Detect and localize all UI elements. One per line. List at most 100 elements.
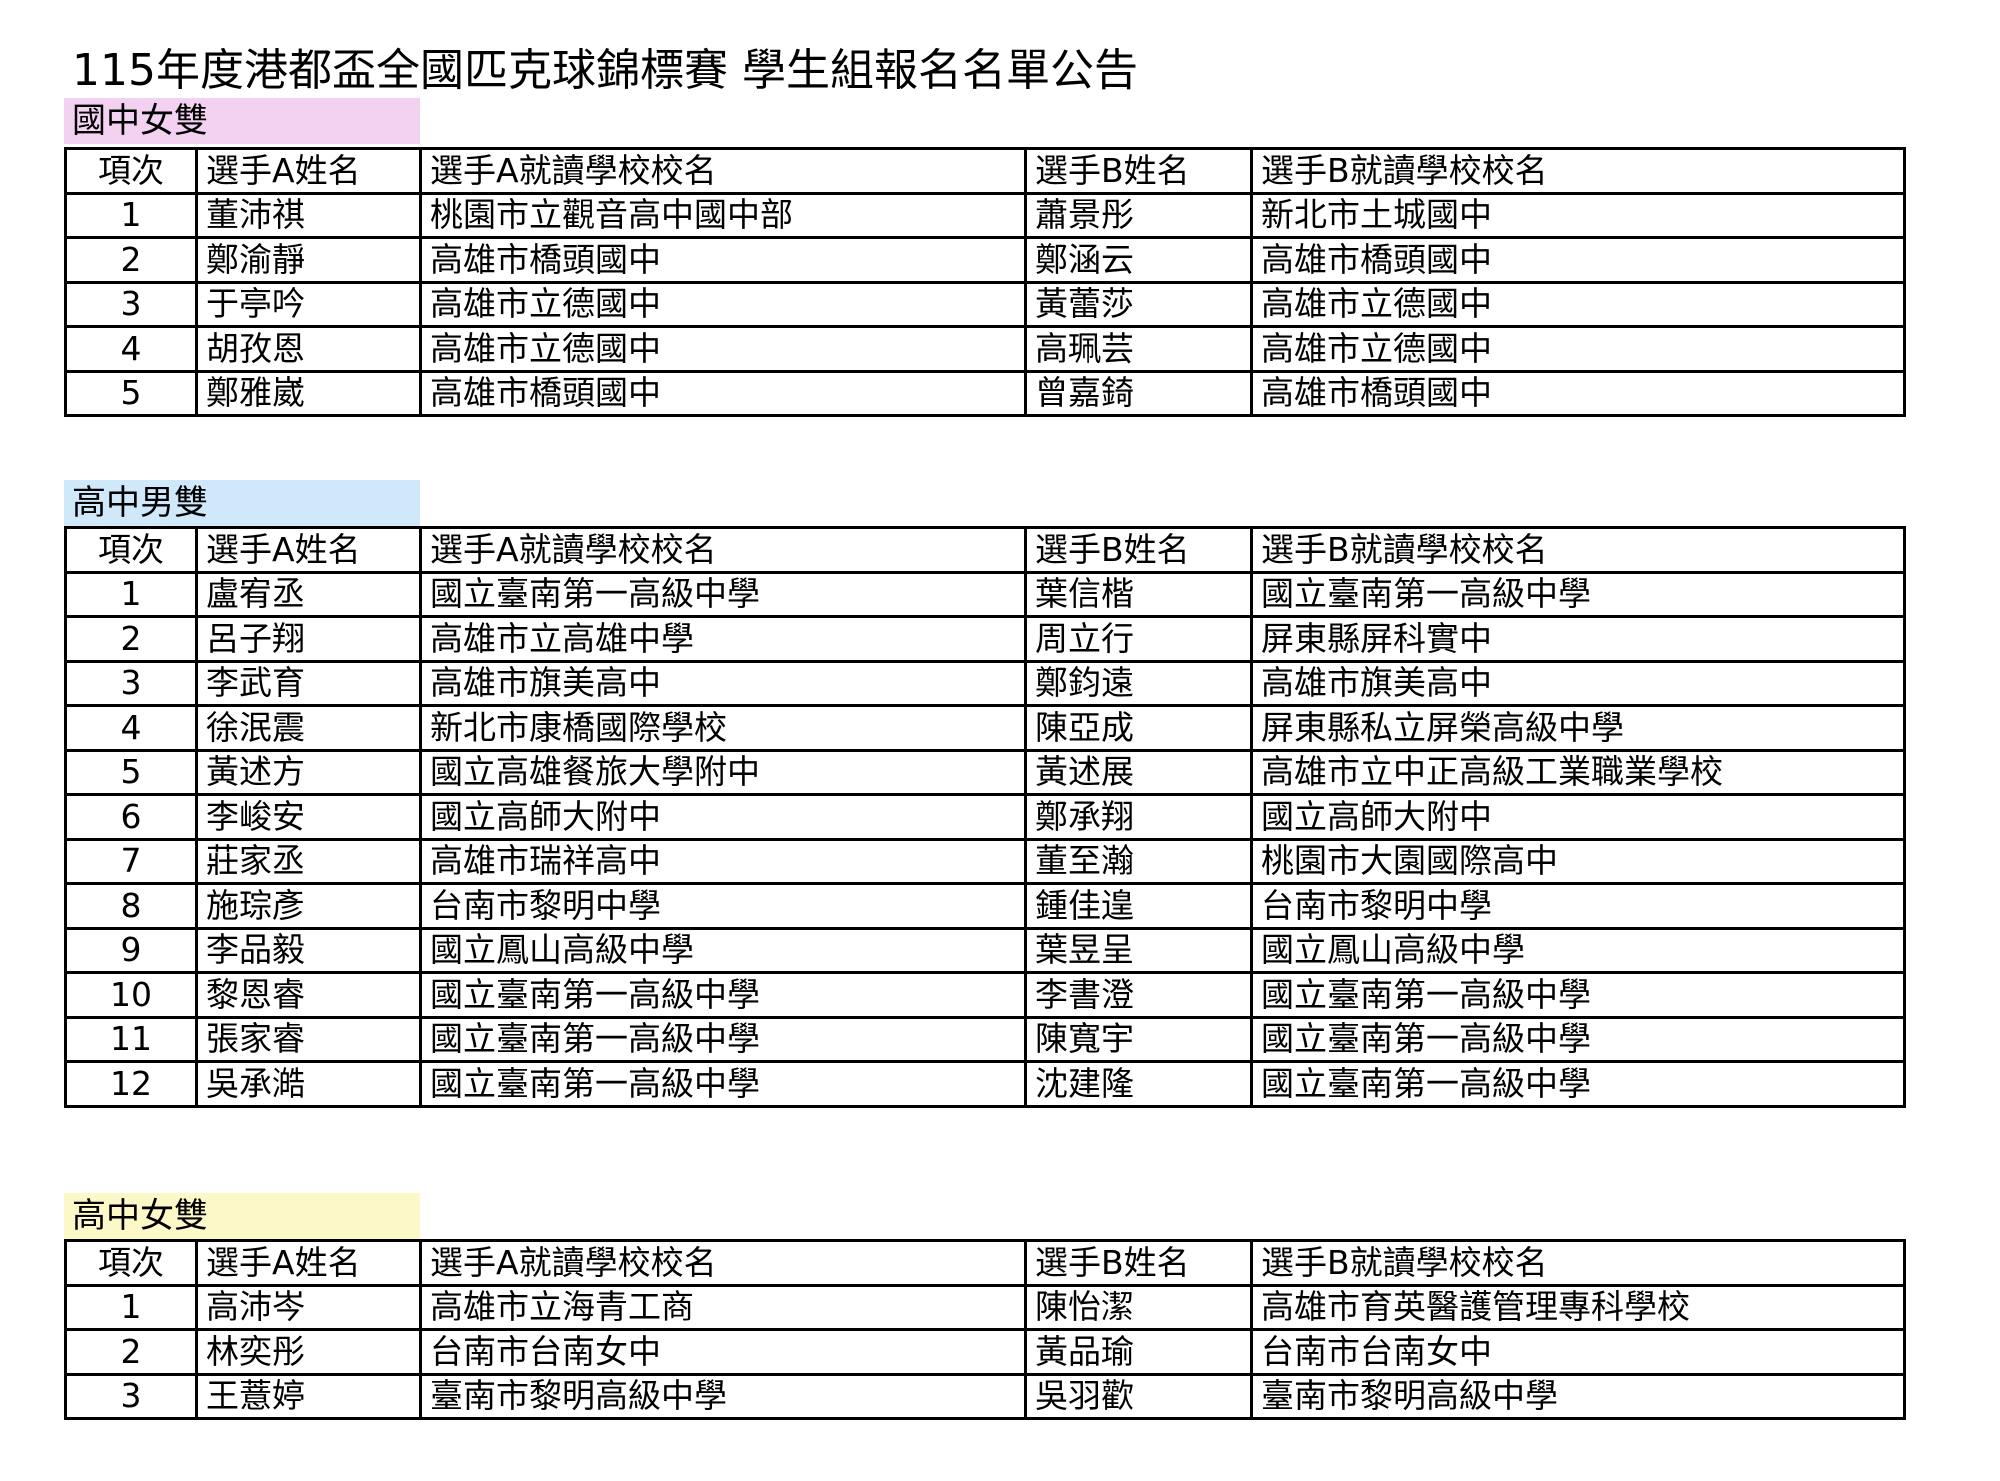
player-a-name-cell: 高沛岑 — [195, 1283, 422, 1331]
player-b-school-cell: 國立高師大附中 — [1250, 793, 1906, 841]
player-a-name-cell: 李武育 — [195, 659, 422, 707]
player-b-name-cell: 鄭涵云 — [1024, 236, 1253, 284]
table-row: 9 李品毅 國立鳳山高級中學 葉昱呈 國立鳳山高級中學 — [64, 926, 1906, 974]
item-number-cell: 5 — [64, 748, 198, 796]
table-row: 1 董沛祺 桃園市立觀音高中國中部 蕭景彤 新北市土城國中 — [64, 191, 1906, 239]
player-a-school-cell: 國立臺南第一高級中學 — [419, 1015, 1027, 1063]
header-player-b-name: 選手B姓名 — [1024, 147, 1253, 195]
item-number-cell: 3 — [64, 1372, 198, 1420]
player-a-school-cell: 國立高雄餐旅大學附中 — [419, 748, 1027, 796]
player-b-name-cell: 黃述展 — [1024, 748, 1253, 796]
player-b-school-cell: 高雄市立德國中 — [1250, 280, 1906, 328]
player-b-name-cell: 吳羽歡 — [1024, 1372, 1253, 1420]
player-a-name-cell: 于亭吟 — [195, 280, 422, 328]
player-b-school-cell: 桃園市大園國際高中 — [1250, 837, 1906, 885]
table-row: 1 盧宥丞 國立臺南第一高級中學 葉信楷 國立臺南第一高級中學 — [64, 570, 1906, 618]
table-row: 4 徐泯震 新北市康橋國際學校 陳亞成 屏東縣私立屏榮高級中學 — [64, 704, 1906, 752]
table-row: 3 李武育 高雄市旗美高中 鄭鈞遠 高雄市旗美高中 — [64, 659, 1906, 707]
header-item-number: 項次 — [64, 1239, 198, 1287]
header-player-a-name: 選手A姓名 — [195, 526, 422, 574]
table-row: 2 呂子翔 高雄市立高雄中學 周立行 屏東縣屏科實中 — [64, 615, 1906, 663]
item-number-cell: 2 — [64, 1328, 198, 1376]
player-b-name-cell: 葉信楷 — [1024, 570, 1253, 618]
header-item-number: 項次 — [64, 147, 198, 195]
item-number-cell: 5 — [64, 369, 198, 417]
player-b-school-cell: 國立臺南第一高級中學 — [1250, 570, 1906, 618]
player-b-name-cell: 周立行 — [1024, 615, 1253, 663]
player-b-name-cell: 鄭承翔 — [1024, 793, 1253, 841]
item-number-cell: 6 — [64, 793, 198, 841]
player-a-name-cell: 徐泯震 — [195, 704, 422, 752]
section-label-senior-boys-doubles: 高中男雙 — [64, 480, 420, 526]
item-number-cell: 2 — [64, 236, 198, 284]
header-row: 項次 選手A姓名 選手A就讀學校校名 選手B姓名 選手B就讀學校校名 — [64, 1239, 1906, 1287]
header-row: 項次 選手A姓名 選手A就讀學校校名 選手B姓名 選手B就讀學校校名 — [64, 526, 1906, 574]
header-player-a-school: 選手A就讀學校校名 — [419, 526, 1027, 574]
player-a-school-cell: 台南市台南女中 — [419, 1328, 1027, 1376]
player-a-name-cell: 李峻安 — [195, 793, 422, 841]
player-b-school-cell: 台南市台南女中 — [1250, 1328, 1906, 1376]
header-player-b-name: 選手B姓名 — [1024, 526, 1253, 574]
table-row: 2 林奕彤 台南市台南女中 黃品瑜 台南市台南女中 — [64, 1328, 1906, 1376]
item-number-cell: 4 — [64, 704, 198, 752]
item-number-cell: 10 — [64, 971, 198, 1019]
player-b-school-cell: 屏東縣屏科實中 — [1250, 615, 1906, 663]
player-a-name-cell: 張家睿 — [195, 1015, 422, 1063]
table-row: 1 高沛岑 高雄市立海青工商 陳怡潔 高雄市育英醫護管理專科學校 — [64, 1283, 1906, 1331]
table-row: 11 張家睿 國立臺南第一高級中學 陳寬宇 國立臺南第一高級中學 — [64, 1015, 1906, 1063]
player-a-name-cell: 王薏婷 — [195, 1372, 422, 1420]
player-b-school-cell: 高雄市立中正高級工業職業學校 — [1250, 748, 1906, 796]
player-a-name-cell: 吳承澔 — [195, 1060, 422, 1108]
player-a-school-cell: 高雄市立德國中 — [419, 325, 1027, 373]
header-item-number: 項次 — [64, 526, 198, 574]
item-number-cell: 1 — [64, 570, 198, 618]
player-a-school-cell: 桃園市立觀音高中國中部 — [419, 191, 1027, 239]
player-b-school-cell: 高雄市橋頭國中 — [1250, 369, 1906, 417]
header-player-b-school: 選手B就讀學校校名 — [1250, 526, 1906, 574]
player-a-name-cell: 董沛祺 — [195, 191, 422, 239]
player-b-name-cell: 陳亞成 — [1024, 704, 1253, 752]
section-label-senior-girls-doubles: 高中女雙 — [64, 1193, 420, 1239]
player-b-school-cell: 國立臺南第一高級中學 — [1250, 1015, 1906, 1063]
item-number-cell: 8 — [64, 882, 198, 930]
player-a-school-cell: 高雄市立高雄中學 — [419, 615, 1027, 663]
header-player-a-name: 選手A姓名 — [195, 1239, 422, 1287]
player-b-name-cell: 葉昱呈 — [1024, 926, 1253, 974]
player-b-name-cell: 鄭鈞遠 — [1024, 659, 1253, 707]
table-row: 6 李峻安 國立高師大附中 鄭承翔 國立高師大附中 — [64, 793, 1906, 841]
header-player-a-name: 選手A姓名 — [195, 147, 422, 195]
table-row: 8 施琮彥 台南市黎明中學 鍾佳遑 台南市黎明中學 — [64, 882, 1906, 930]
table-row: 10 黎恩睿 國立臺南第一高級中學 李書澄 國立臺南第一高級中學 — [64, 971, 1906, 1019]
table-row: 5 黃述方 國立高雄餐旅大學附中 黃述展 高雄市立中正高級工業職業學校 — [64, 748, 1906, 796]
player-a-school-cell: 高雄市立德國中 — [419, 280, 1027, 328]
table-row: 2 鄭渝靜 高雄市橋頭國中 鄭涵云 高雄市橋頭國中 — [64, 236, 1906, 284]
player-b-school-cell: 國立臺南第一高級中學 — [1250, 971, 1906, 1019]
header-player-b-school: 選手B就讀學校校名 — [1250, 147, 1906, 195]
player-a-name-cell: 施琮彥 — [195, 882, 422, 930]
player-b-name-cell: 沈建隆 — [1024, 1060, 1253, 1108]
header-player-a-school: 選手A就讀學校校名 — [419, 1239, 1027, 1287]
player-a-school-cell: 高雄市立海青工商 — [419, 1283, 1027, 1331]
player-a-school-cell: 國立臺南第一高級中學 — [419, 1060, 1027, 1108]
player-a-school-cell: 國立臺南第一高級中學 — [419, 570, 1027, 618]
player-a-name-cell: 林奕彤 — [195, 1328, 422, 1376]
player-b-name-cell: 曾嘉錡 — [1024, 369, 1253, 417]
page-title: 115年度港都盃全國匹克球錦標賽 學生組報名名單公告 — [72, 45, 1138, 96]
player-a-school-cell: 高雄市瑞祥高中 — [419, 837, 1027, 885]
player-b-school-cell: 新北市土城國中 — [1250, 191, 1906, 239]
header-player-b-school: 選手B就讀學校校名 — [1250, 1239, 1906, 1287]
junior-girls-doubles-table: 項次 選手A姓名 選手A就讀學校校名 選手B姓名 選手B就讀學校校名 1 董沛祺 桃園市立觀音… — [64, 147, 1906, 417]
player-b-name-cell: 黃蕾莎 — [1024, 280, 1253, 328]
table-row: 4 胡孜恩 高雄市立德國中 高珮芸 高雄市立德國中 — [64, 325, 1906, 373]
player-a-school-cell: 國立臺南第一高級中學 — [419, 971, 1027, 1019]
player-b-school-cell: 屏東縣私立屏榮高級中學 — [1250, 704, 1906, 752]
player-b-name-cell: 蕭景彤 — [1024, 191, 1253, 239]
item-number-cell: 9 — [64, 926, 198, 974]
item-number-cell: 2 — [64, 615, 198, 663]
player-a-name-cell: 盧宥丞 — [195, 570, 422, 618]
player-a-school-cell: 臺南市黎明高級中學 — [419, 1372, 1027, 1420]
player-b-school-cell: 高雄市立德國中 — [1250, 325, 1906, 373]
player-a-name-cell: 李品毅 — [195, 926, 422, 974]
player-b-name-cell: 黃品瑜 — [1024, 1328, 1253, 1376]
item-number-cell: 3 — [64, 659, 198, 707]
